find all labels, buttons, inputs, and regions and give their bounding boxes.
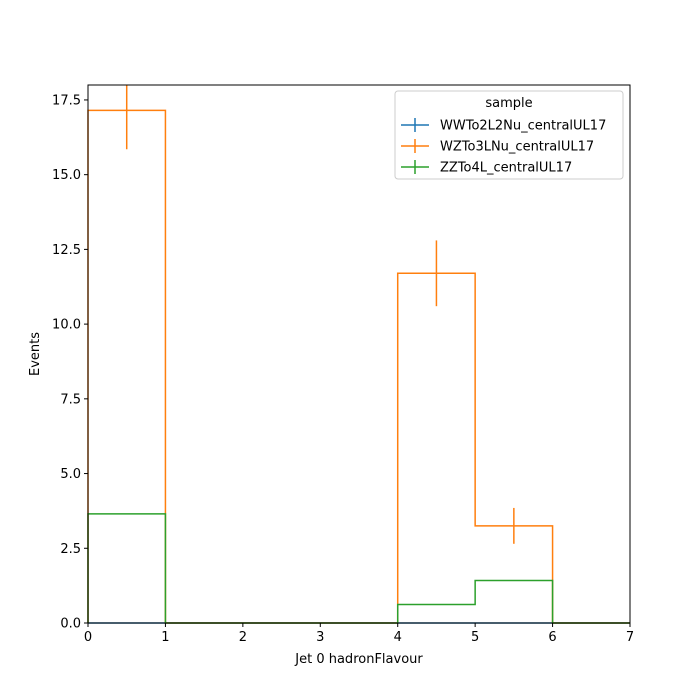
x-tick-label: 7	[626, 630, 634, 645]
x-tick-label: 1	[161, 630, 169, 645]
x-tick-label: 4	[394, 630, 402, 645]
x-axis-label: Jet 0 hadronFlavour	[294, 652, 423, 667]
x-tick-label: 2	[239, 630, 247, 645]
legend-label: WWTo2L2Nu_centralUL17	[440, 119, 606, 134]
y-axis: 0.0 2.5 5.0 7.5 10.0 12.5 15.0 17.5	[52, 93, 88, 632]
legend-item: ZZTo4L_centralUL17	[401, 160, 572, 176]
y-tick-label: 17.5	[52, 93, 81, 108]
x-axis: 0 1 2 3 4 5 6 7	[84, 623, 634, 645]
y-tick-label: 12.5	[52, 243, 81, 258]
axes-frame	[87, 84, 631, 624]
y-tick-label: 7.5	[60, 392, 81, 407]
y-axis-label: Events	[28, 332, 43, 376]
legend-title: sample	[485, 96, 532, 111]
legend-label: ZZTo4L_centralUL17	[440, 161, 572, 176]
x-tick-label: 6	[548, 630, 556, 645]
y-tick-label: 0.0	[60, 617, 81, 632]
legend-box	[394, 90, 624, 180]
y-tick-label: 2.5	[60, 542, 81, 557]
legend-item: WZTo3LNu_centralUL17	[401, 139, 594, 155]
y-tick-label: 10.0	[52, 318, 81, 333]
x-tick-label: 3	[316, 630, 324, 645]
x-tick-label: 0	[84, 630, 92, 645]
x-tick-label: 5	[471, 630, 479, 645]
y-tick-label: 5.0	[60, 467, 81, 482]
legend-label: WZTo3LNu_centralUL17	[440, 140, 594, 155]
legend-item: WWTo2L2Nu_centralUL17	[401, 118, 606, 134]
y-tick-label: 15.0	[52, 168, 81, 183]
legend: sample WWTo2L2Nu_centralUL17 WZTo3LNu_cen…	[394, 90, 624, 180]
